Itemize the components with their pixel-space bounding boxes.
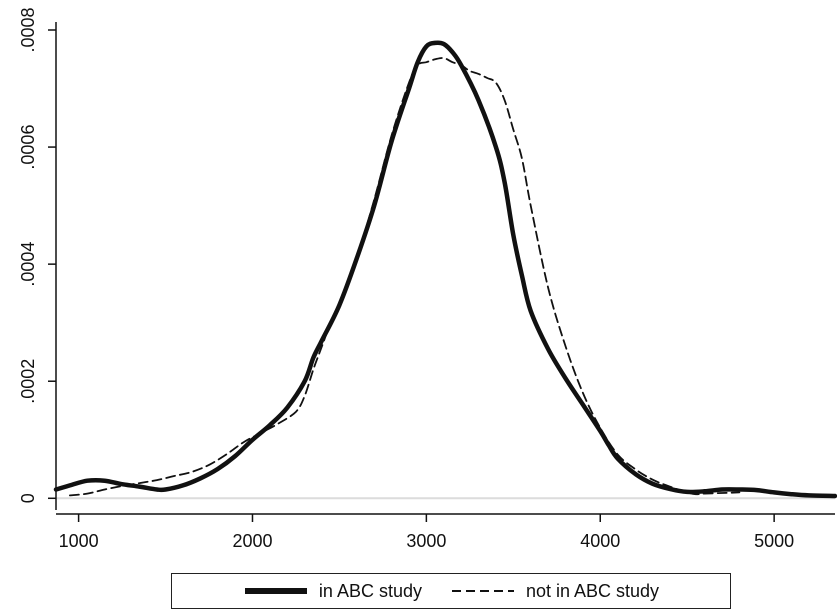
legend-label-in-abc: in ABC study: [318, 580, 422, 601]
legend-item-not-in-abc: not in ABC study: [450, 581, 659, 602]
series-line-not-in-abc-study: [69, 57, 741, 497]
legend-dashed-line-icon: [451, 590, 514, 592]
x-tick-label: 1000: [59, 531, 99, 551]
y-tick-label: .0006: [18, 125, 38, 170]
x-tick-label: 4000: [580, 531, 620, 551]
legend-solid-line-icon: [244, 588, 307, 594]
density-chart: 0 .0002 .0004 .0006 .0008 1000 2000 3000 4000 500…: [18, 7, 837, 551]
y-tick-label: .0004: [18, 242, 38, 287]
legend: in ABC study not in ABC study: [171, 573, 731, 609]
y-tick-label: .0002: [18, 359, 38, 404]
y-tick-label: 0: [18, 493, 38, 503]
legend-label-not-in-abc: not in ABC study: [525, 580, 660, 601]
x-tick-label: 3000: [406, 531, 446, 551]
series-layer: [53, 40, 837, 499]
x-tick-label: 5000: [754, 531, 794, 551]
series-line-in-abc-study: [53, 40, 837, 499]
legend-item-in-abc: in ABC study: [243, 581, 422, 602]
x-tick-label: 2000: [232, 531, 272, 551]
axes: 0 .0002 .0004 .0006 .0008 1000 2000 3000 4000 500…: [18, 7, 835, 551]
y-tick-label: .0008: [18, 7, 38, 52]
